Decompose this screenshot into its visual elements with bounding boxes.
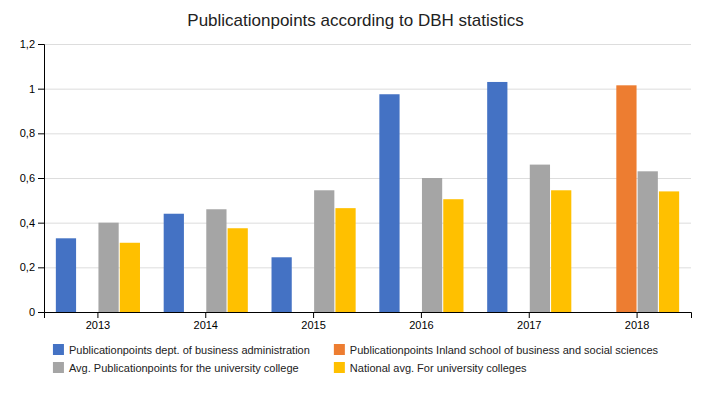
x-tick-mark — [421, 312, 422, 318]
grid-tick — [44, 44, 691, 45]
x-tick-mark — [529, 312, 530, 318]
x-axis: 2013 2014 2015 2016 2017 2018 — [45, 312, 692, 331]
x-tick-label: 2016 — [409, 319, 433, 331]
y-tick: 0,4 — [20, 217, 44, 229]
x-axis-line — [45, 313, 692, 319]
x-tick-mark — [97, 312, 98, 318]
legend-label: Publicationpoints dept. of business admi… — [69, 344, 310, 356]
chart-container: Publicationpoints according to DBH stati… — [0, 0, 711, 396]
x-tick-mark — [205, 312, 206, 318]
legend-item: Avg. Publicationpoints for the universit… — [53, 362, 299, 374]
y-tick: 0,6 — [20, 172, 44, 184]
y-tick: 1,2 — [20, 38, 44, 50]
legend-item: Publicationpoints Inland school of busin… — [334, 344, 659, 356]
bar — [228, 228, 248, 312]
bar — [487, 82, 507, 312]
legend-swatch — [53, 344, 64, 355]
grid-line — [44, 44, 691, 45]
grid-tick — [44, 223, 691, 224]
grid-tick — [44, 133, 691, 134]
y-axis-line — [38, 45, 45, 313]
legend-item: Publicationpoints dept. of business admi… — [53, 344, 310, 356]
x-tick: 2014 — [194, 312, 218, 331]
legend-swatch — [334, 362, 345, 373]
bar — [551, 190, 571, 312]
legend-label: National avg. For university colleges — [350, 362, 527, 374]
y-axis: 0 0,2 0,4 0,6 0,8 1 1,2 — [20, 38, 45, 318]
x-tick: 2013 — [86, 312, 110, 331]
y-tick-mark — [38, 133, 44, 134]
y-tick-mark — [38, 178, 44, 179]
x-tick-mark — [637, 312, 638, 318]
bar — [659, 191, 679, 312]
y-tick-label: 0,6 — [20, 172, 35, 184]
bar — [206, 209, 226, 312]
grid-line — [44, 223, 691, 224]
grid-line — [44, 89, 691, 90]
x-tick: 2016 — [409, 312, 433, 331]
grid-line — [44, 178, 691, 179]
y-tick-label: 1 — [29, 83, 35, 95]
x-tick: 2017 — [517, 312, 541, 331]
bars — [56, 82, 679, 312]
chart-title: Publicationpoints according to DBH stati… — [187, 11, 523, 30]
x-tick: 2018 — [625, 312, 649, 331]
bar — [443, 199, 463, 312]
bar — [272, 257, 292, 312]
grid-tick — [44, 178, 691, 179]
chart-svg: Publicationpoints according to DBH stati… — [0, 0, 711, 396]
bar — [638, 171, 658, 312]
x-tick-label: 2014 — [194, 319, 218, 331]
grid — [44, 45, 691, 313]
x-tick: 2015 — [301, 312, 325, 331]
bar — [379, 94, 399, 312]
x-tick-mark — [313, 312, 314, 318]
legend-swatch — [334, 344, 345, 355]
bar — [335, 208, 355, 312]
x-tick-label: 2015 — [301, 319, 325, 331]
legend-label: Publicationpoints Inland school of busin… — [350, 344, 659, 356]
y-tick-mark — [38, 267, 44, 268]
y-tick-mark — [38, 44, 44, 45]
bar — [530, 165, 550, 312]
bar — [98, 223, 118, 312]
plot-area: 00,20,40,60,811,220132014201520162017201… — [20, 38, 692, 331]
y-tick: 0,2 — [20, 261, 44, 273]
bar — [314, 190, 334, 312]
y-tick-label: 0,4 — [20, 217, 35, 229]
x-tick-label: 2013 — [86, 319, 110, 331]
bar — [120, 243, 140, 312]
y-tick-mark — [38, 312, 44, 313]
y-tick: 0 — [29, 306, 44, 318]
legend: Publicationpoints dept. of business admi… — [53, 344, 659, 374]
bar — [616, 85, 636, 312]
y-tick-label: 0 — [29, 306, 35, 318]
bar — [56, 238, 76, 312]
y-tick: 1 — [29, 83, 44, 95]
x-tick-label: 2017 — [517, 319, 541, 331]
y-tick-label: 1,2 — [20, 38, 35, 50]
legend-item: National avg. For university colleges — [334, 362, 527, 374]
legend-label: Avg. Publicationpoints for the universit… — [69, 362, 299, 374]
y-tick-label: 0,2 — [20, 261, 35, 273]
y-tick-mark — [38, 223, 44, 224]
grid-tick — [44, 267, 691, 268]
bar — [422, 178, 442, 312]
x-tick-label: 2018 — [625, 319, 649, 331]
grid-tick — [44, 89, 691, 90]
bar — [164, 214, 184, 312]
grid-line — [44, 267, 691, 268]
y-tick-mark — [38, 89, 44, 90]
grid-line — [44, 133, 691, 134]
legend-swatch — [53, 362, 64, 373]
y-tick-label: 0,8 — [20, 127, 35, 139]
y-tick: 0,8 — [20, 127, 44, 139]
